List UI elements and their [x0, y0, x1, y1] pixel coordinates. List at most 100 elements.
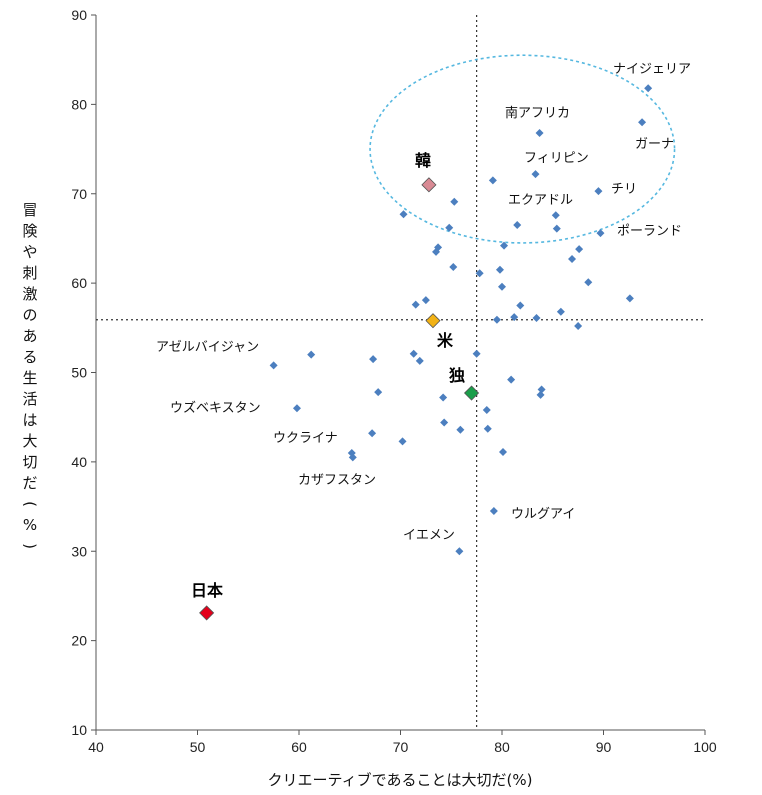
data-point	[575, 245, 584, 254]
data-point	[556, 307, 565, 316]
annotation-ukraine: ウクライナ	[273, 431, 338, 446]
data-point	[292, 404, 301, 413]
x-tick-label: 90	[596, 739, 612, 755]
data-point	[507, 375, 516, 384]
y-tick-label: 80	[71, 96, 87, 112]
data-point	[399, 210, 408, 219]
annotation-yemen: イエメン	[403, 528, 455, 543]
data-point	[475, 269, 484, 278]
x-tick-label: 70	[393, 739, 409, 755]
data-point	[568, 254, 577, 263]
y-axis-title-char: 切	[22, 453, 37, 471]
highlighted-point	[199, 605, 215, 621]
x-tick-label: 60	[291, 739, 307, 755]
y-axis-title-char: あ	[22, 327, 37, 345]
data-point	[498, 282, 506, 291]
data-point	[482, 406, 491, 415]
annotation-chile: チリ	[611, 182, 637, 197]
y-axis-title-char: の	[22, 306, 37, 324]
highlight-ellipse	[369, 54, 676, 244]
y-axis-title-char: )	[21, 543, 39, 549]
data-point	[421, 296, 430, 305]
data-point	[552, 224, 561, 233]
highlighted-point	[425, 313, 441, 329]
data-point	[269, 361, 278, 370]
data-point	[596, 229, 605, 238]
y-axis-title-char: 活	[22, 390, 37, 408]
data-point	[415, 356, 424, 365]
y-axis-title-char: 険	[22, 222, 37, 240]
annotation-uruguay: ウルグアイ	[511, 507, 575, 522]
data-point	[409, 349, 418, 358]
x-tick-label: 50	[190, 739, 206, 755]
annotation-uzbekistan: ウズベキスタン	[170, 400, 261, 416]
annotation-poland: ポーランド	[617, 224, 682, 239]
data-point	[449, 263, 458, 272]
data-point	[440, 418, 449, 427]
data-point	[510, 313, 519, 322]
y-axis-title-char: 冒	[22, 201, 37, 219]
data-point	[348, 453, 357, 462]
data-point	[499, 448, 508, 457]
data-point	[374, 388, 383, 397]
y-axis-title-char: だ	[22, 474, 37, 492]
y-tick-label: 10	[71, 722, 87, 738]
y-axis-title-char: (	[21, 501, 39, 507]
data-point	[434, 243, 443, 252]
annotation-south-africa: 南アフリカ	[505, 105, 570, 121]
annotation-kazakhstan: カザフスタン	[298, 473, 376, 488]
data-point	[513, 221, 522, 230]
data-point	[500, 241, 509, 250]
y-axis-title-char: 生	[22, 369, 37, 387]
annotation-nigeria: ナイジェリア	[613, 62, 691, 77]
data-point	[411, 300, 420, 309]
data-points	[269, 84, 653, 556]
annotation-philippines: フィリピン	[524, 151, 589, 166]
y-tick-label: 20	[71, 633, 87, 649]
y-tick-label: 70	[71, 186, 87, 202]
data-point	[439, 393, 448, 402]
data-point	[531, 170, 540, 179]
y-tick-label: 50	[71, 365, 87, 381]
label-japan: 日本	[191, 581, 223, 600]
highlighted-points	[199, 177, 480, 621]
data-point	[535, 128, 544, 137]
reference-lines	[96, 15, 705, 730]
x-axis-title: クリエーティブであることは大切だ(%)	[268, 771, 533, 789]
y-axis-title-char: や	[22, 243, 37, 261]
data-point	[455, 547, 464, 556]
x-tick-label: 100	[693, 739, 717, 755]
data-point	[450, 197, 459, 206]
x-tick-label: 80	[494, 739, 510, 755]
annotation-ghana: ガーナ	[635, 137, 674, 152]
data-point	[516, 301, 525, 310]
data-point	[625, 294, 634, 303]
data-point	[492, 315, 501, 324]
annotation-azerbaijan: アゼルバイジャン	[156, 340, 259, 355]
y-axis-title-char: る	[22, 348, 37, 366]
axes: 40 50 60 70 80 90 100 10 20 30 40 50 60 70 80 90	[71, 7, 716, 755]
data-point	[472, 349, 481, 358]
annotation-ecuador: エクアドル	[508, 193, 573, 208]
data-point	[445, 223, 454, 232]
data-point	[532, 313, 541, 322]
highlighted-point	[421, 177, 437, 193]
data-point	[398, 437, 407, 446]
y-tick-label: 40	[71, 454, 87, 470]
label-korea: 韓	[415, 151, 431, 170]
y-axis-title-char: 大	[22, 432, 37, 450]
y-axis-title-char: 刺	[22, 264, 37, 282]
data-point	[584, 278, 593, 287]
data-point	[551, 211, 560, 220]
data-point	[594, 187, 603, 196]
data-point	[307, 350, 316, 359]
y-axis-title-char: は	[22, 411, 37, 429]
data-point	[488, 176, 497, 185]
data-point	[537, 385, 546, 394]
y-axis-title-char: %	[23, 516, 37, 534]
label-germany: 独	[449, 366, 465, 385]
data-point	[369, 355, 378, 364]
data-point	[644, 84, 653, 93]
